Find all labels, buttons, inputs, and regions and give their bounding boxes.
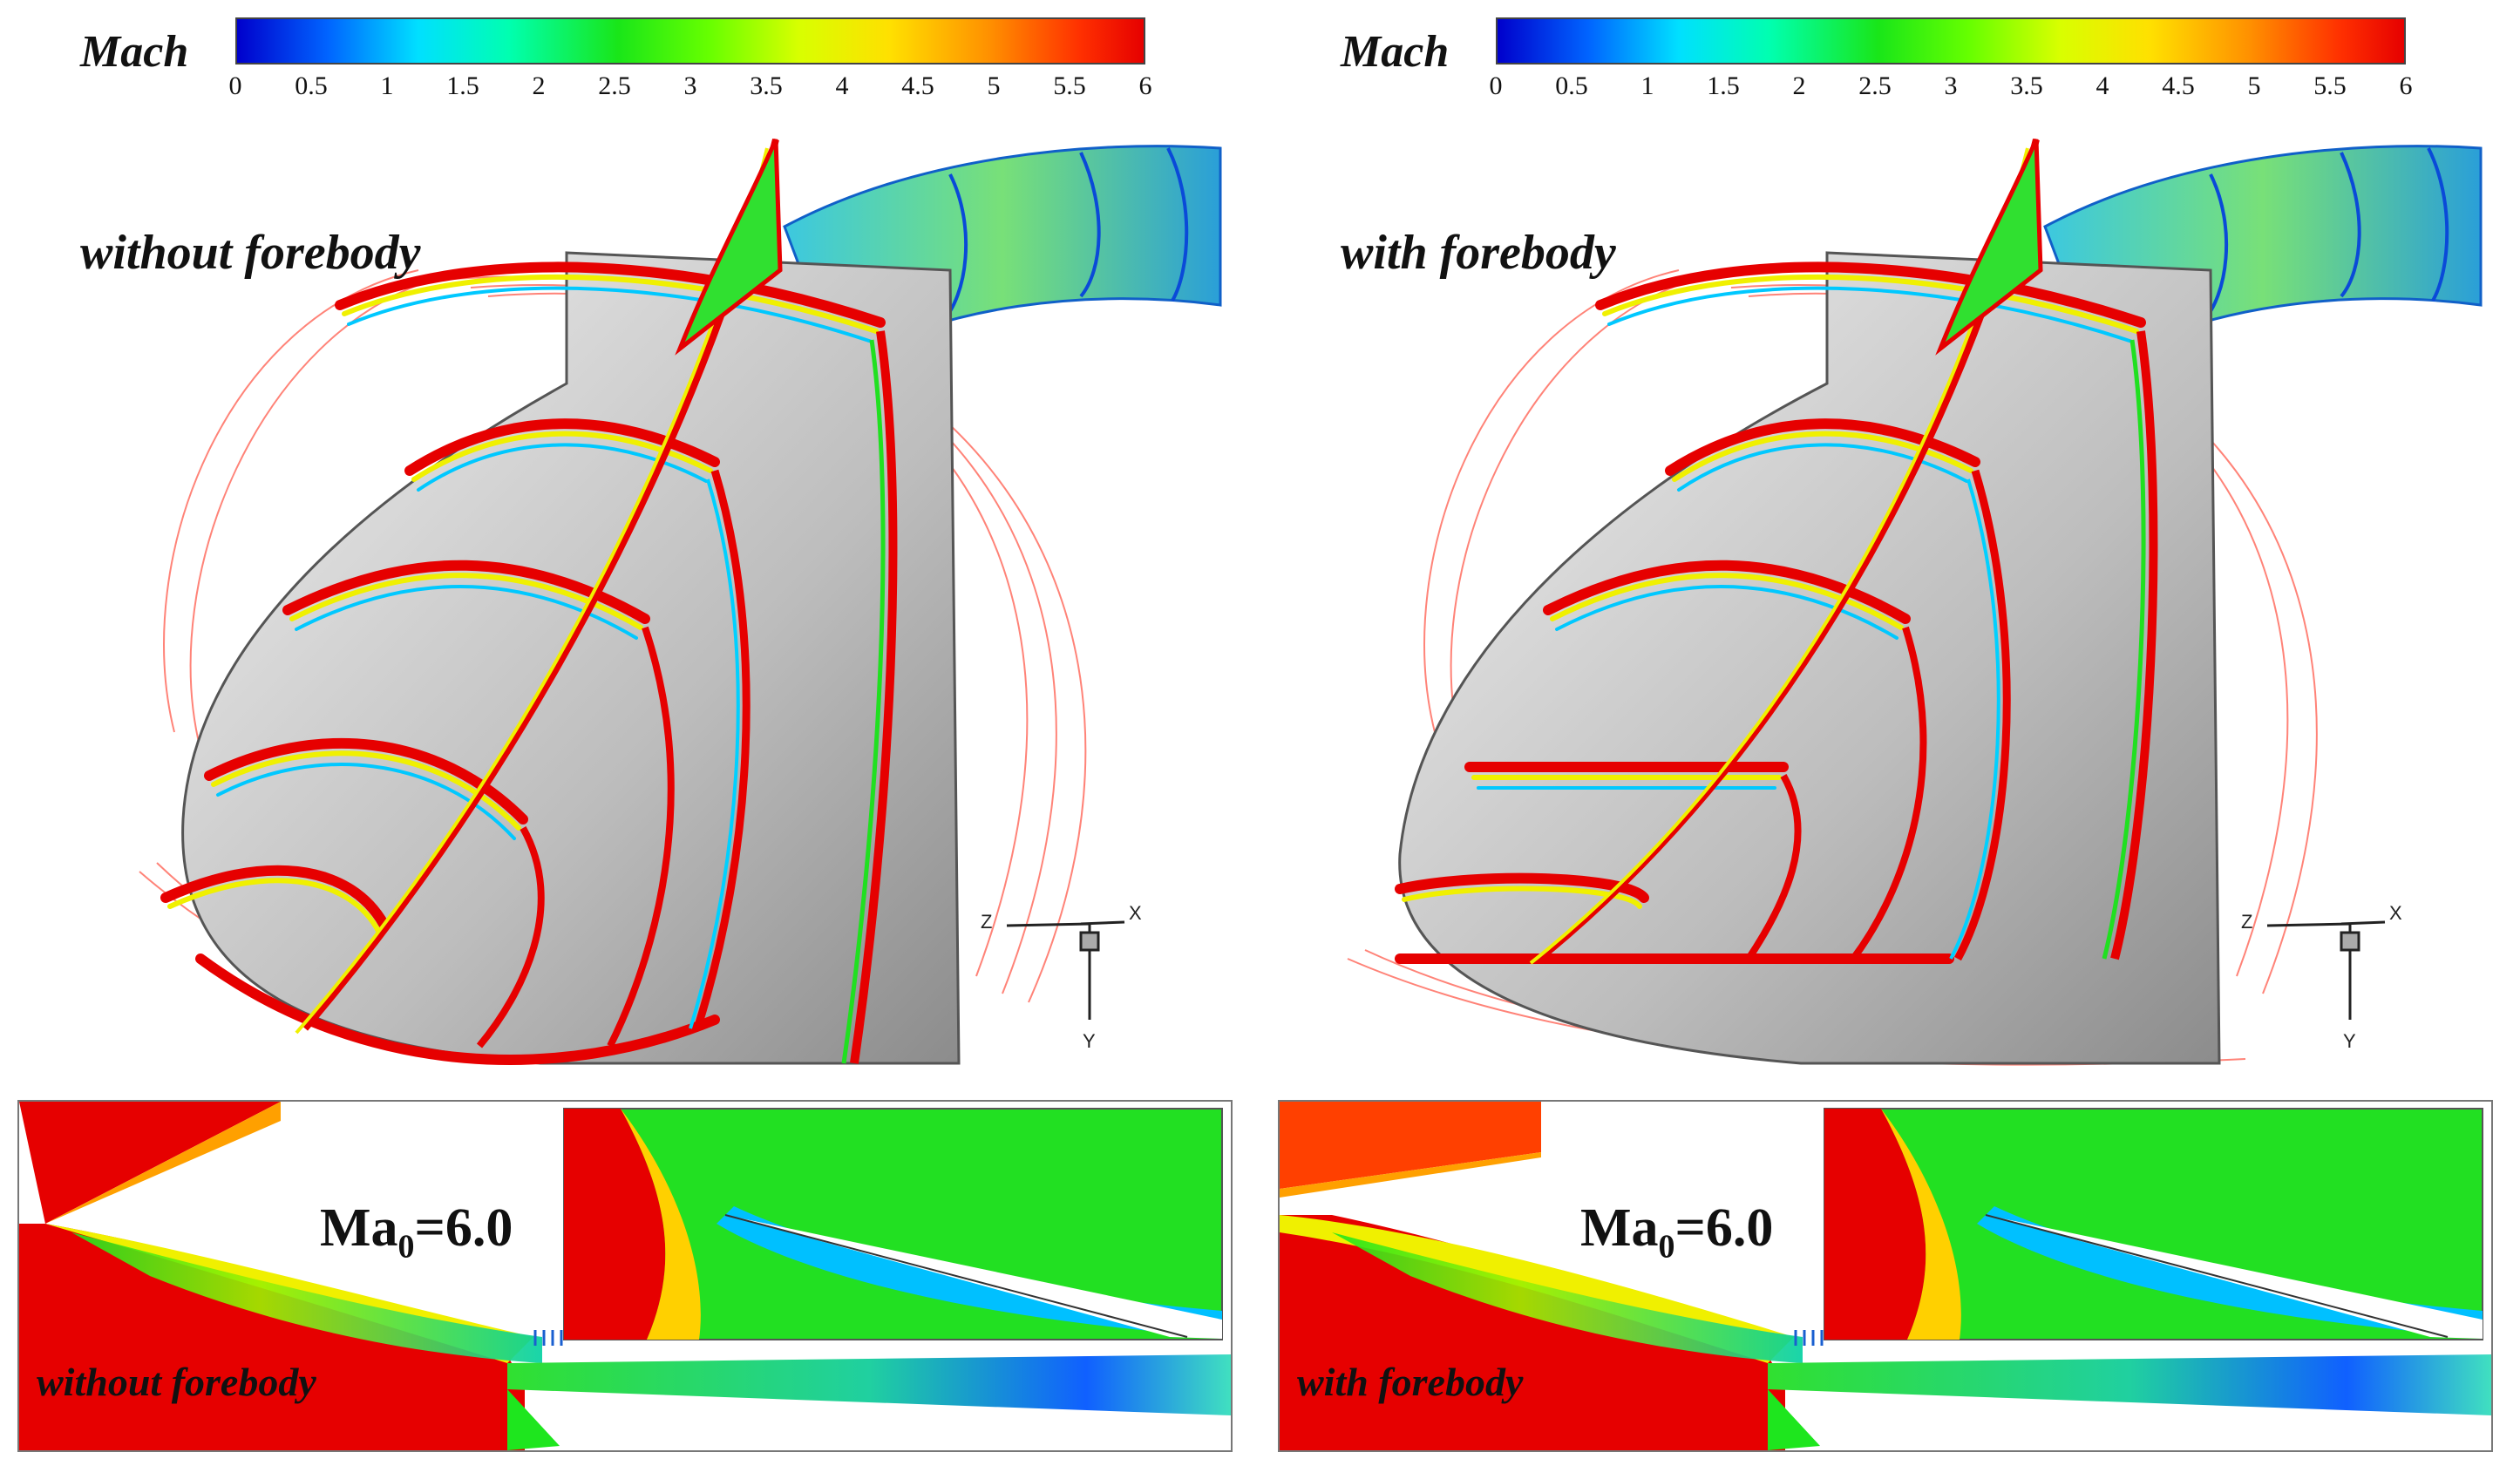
colorbar-ticks: 0 0.5 1 1.5 2 2.5 3 3.5 4 4.5 5 5.5 6 bbox=[1490, 71, 2413, 106]
colorbar-tick: 0.5 bbox=[1555, 71, 1588, 100]
colorbar-ticks: 0 0.5 1 1.5 2 2.5 3 3.5 4 4.5 5 5.5 6 bbox=[229, 71, 1152, 106]
colorbar-tick: 4 bbox=[835, 71, 849, 100]
colorbar-tick: 2 bbox=[1792, 71, 1806, 100]
colorbar-tick: 5 bbox=[2247, 71, 2261, 100]
colorbar-tick: 5.5 bbox=[2313, 71, 2347, 100]
axis-y-label: Y bbox=[2343, 1030, 2356, 1052]
bleed-slots-icon bbox=[1794, 1330, 1824, 1346]
case-title: with forebody bbox=[1341, 226, 1616, 280]
freestream-mach-label: Ma0=6.0 bbox=[320, 1198, 513, 1266]
panel-with-forebody: Mach 0 0.5 1 1.5 2 2.5 3 3.5 4 4.5 5 5.5… bbox=[1260, 0, 2520, 1459]
inlet-3d-view: Z X Y bbox=[1347, 139, 2483, 1066]
colorbar-tick: 4.5 bbox=[901, 71, 934, 100]
zoom-inset bbox=[1824, 1108, 2483, 1340]
slice-caption: with forebody bbox=[1297, 1360, 1524, 1404]
colorbar-tick: 3.5 bbox=[2010, 71, 2043, 100]
colorbar-tick: 2.5 bbox=[598, 71, 631, 100]
axis-y-label: Y bbox=[1083, 1030, 1096, 1052]
colorbar-tick: 1 bbox=[1640, 71, 1654, 100]
colorbar-tick: 2.5 bbox=[1858, 71, 1892, 100]
panel-without-forebody: Mach 0 0.5 1 1.5 2 2.5 3 3.5 4 4.5 5 5.5… bbox=[17, 17, 1233, 1452]
inlet-body bbox=[181, 251, 961, 1065]
colorbar-tick: 0.5 bbox=[295, 71, 328, 100]
mach-colorbar bbox=[235, 17, 1145, 64]
colorbar-tick: 1.5 bbox=[446, 71, 479, 100]
symmetry-plane-slice: Ma0=6.0 with forebody bbox=[1278, 1100, 2493, 1452]
axis-x-label: X bbox=[2389, 902, 2402, 924]
colorbar-title: Mach bbox=[80, 27, 189, 77]
colorbar-tick: 0 bbox=[1489, 71, 1503, 100]
colorbar-tick: 1.5 bbox=[1707, 71, 1740, 100]
axes-triad bbox=[1006, 920, 1125, 1020]
axes-triad bbox=[2266, 920, 2386, 1020]
symmetry-slice bbox=[675, 139, 783, 356]
slice-caption: without forebody bbox=[37, 1360, 316, 1404]
mach-colorbar bbox=[1496, 17, 2406, 64]
colorbar-tick: 3 bbox=[683, 71, 697, 100]
colorbar-tick: 2 bbox=[532, 71, 546, 100]
colorbar-tick: 3 bbox=[1944, 71, 1958, 100]
symmetry-plane-slice: Ma0=6.0 without forebody bbox=[17, 1100, 1233, 1452]
zoom-inset bbox=[563, 1108, 1223, 1340]
axis-x-label: X bbox=[1129, 902, 1142, 924]
colorbar-tick: 6 bbox=[1138, 71, 1152, 100]
axis-z-label: Z bbox=[981, 911, 992, 933]
inlet-3d-view: Z X Y bbox=[139, 139, 1222, 1065]
axis-z-label: Z bbox=[2241, 911, 2252, 933]
colorbar-tick: 4 bbox=[2095, 71, 2109, 100]
colorbar-title: Mach bbox=[1341, 27, 1450, 77]
colorbar-tick: 6 bbox=[2399, 71, 2413, 100]
colorbar-tick: 5.5 bbox=[1053, 71, 1086, 100]
bleed-slots-icon bbox=[533, 1330, 563, 1346]
colorbar-tick: 3.5 bbox=[750, 71, 783, 100]
colorbar-tick: 1 bbox=[380, 71, 394, 100]
colorbar-tick: 5 bbox=[987, 71, 1001, 100]
freestream-mach-label: Ma0=6.0 bbox=[1580, 1198, 1774, 1266]
mach-contour-slice bbox=[19, 1102, 1231, 1450]
mach-contour-slice bbox=[1280, 1102, 2491, 1450]
colorbar-tick: 4.5 bbox=[2162, 71, 2195, 100]
colorbar-tick: 0 bbox=[228, 71, 242, 100]
symmetry-slice bbox=[1935, 139, 2043, 356]
case-title: without forebody bbox=[80, 226, 421, 280]
